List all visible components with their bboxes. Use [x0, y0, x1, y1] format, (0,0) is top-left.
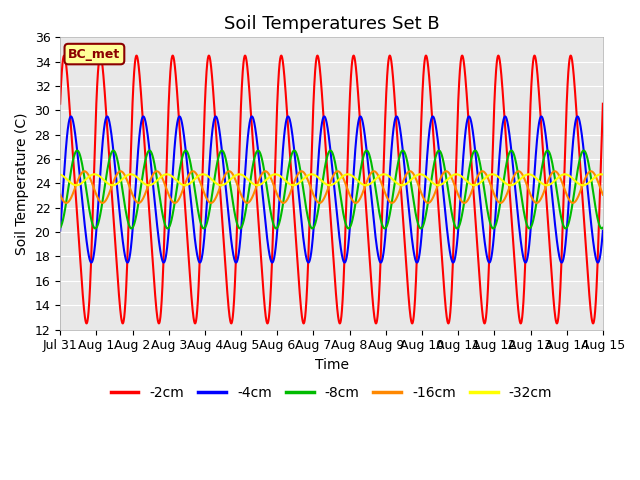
-16cm	[56, 192, 64, 198]
Y-axis label: Soil Temperature (C): Soil Temperature (C)	[15, 112, 29, 255]
-4cm	[531, 176, 538, 182]
X-axis label: Time: Time	[314, 358, 349, 372]
-8cm	[56, 225, 64, 231]
-32cm	[530, 173, 538, 179]
-2cm	[599, 101, 607, 107]
-4cm	[264, 245, 272, 251]
-16cm	[118, 169, 126, 175]
Line: -8cm: -8cm	[60, 151, 603, 228]
-32cm	[150, 180, 158, 186]
-2cm	[150, 283, 158, 288]
-16cm	[589, 169, 596, 175]
-2cm	[264, 318, 272, 324]
-4cm	[118, 232, 126, 238]
Line: -2cm: -2cm	[60, 56, 603, 324]
-16cm	[63, 200, 70, 206]
-32cm	[597, 171, 605, 177]
-16cm	[288, 185, 296, 191]
-4cm	[56, 228, 64, 234]
-8cm	[264, 195, 272, 201]
-32cm	[56, 172, 64, 178]
-2cm	[118, 319, 126, 325]
-8cm	[599, 225, 607, 231]
-2cm	[589, 320, 596, 325]
-32cm	[264, 175, 272, 181]
-32cm	[118, 176, 126, 182]
Line: -32cm: -32cm	[60, 174, 603, 185]
-2cm	[132, 53, 140, 59]
Title: Soil Temperatures Set B: Soil Temperatures Set B	[224, 15, 439, 33]
-4cm	[288, 129, 296, 135]
-8cm	[598, 226, 605, 231]
-2cm	[56, 101, 64, 107]
-8cm	[150, 161, 158, 167]
-32cm	[599, 172, 607, 178]
-8cm	[74, 148, 81, 154]
-8cm	[530, 214, 538, 220]
-2cm	[517, 321, 525, 326]
-16cm	[150, 169, 158, 175]
-8cm	[288, 151, 296, 156]
-4cm	[589, 234, 596, 240]
-32cm	[72, 182, 80, 188]
Legend: -2cm, -4cm, -8cm, -16cm, -32cm: -2cm, -4cm, -8cm, -16cm, -32cm	[105, 380, 558, 406]
-4cm	[150, 194, 158, 200]
Line: -4cm: -4cm	[60, 117, 603, 263]
-32cm	[589, 177, 596, 182]
-2cm	[288, 180, 296, 186]
-32cm	[288, 182, 296, 188]
-16cm	[530, 198, 538, 204]
-16cm	[599, 192, 607, 198]
-4cm	[599, 228, 607, 234]
-8cm	[589, 184, 596, 190]
-16cm	[587, 168, 595, 174]
-4cm	[196, 260, 204, 265]
-2cm	[531, 53, 538, 59]
Text: BC_met: BC_met	[68, 48, 120, 60]
-4cm	[465, 114, 473, 120]
Line: -16cm: -16cm	[60, 171, 603, 203]
-8cm	[118, 186, 126, 192]
-16cm	[264, 171, 272, 177]
